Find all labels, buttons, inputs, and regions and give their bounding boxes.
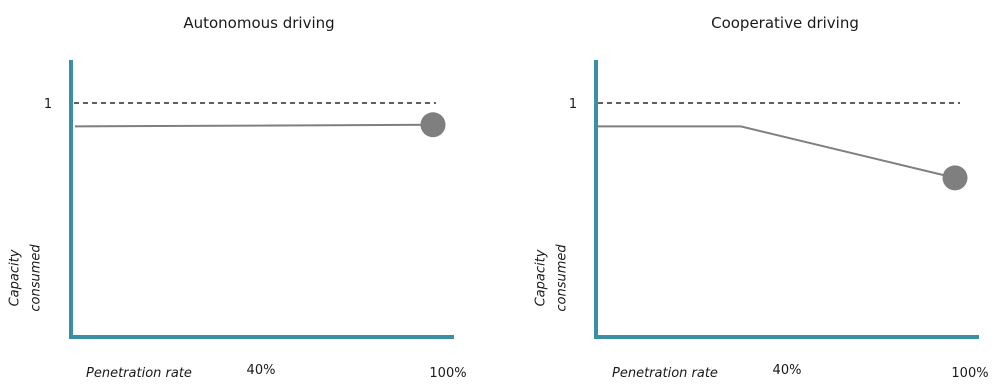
y-axis-label: Capacity [8, 249, 23, 306]
series-line [74, 123, 434, 128]
end-point-marker [420, 112, 446, 138]
y-axis-label: Capacity [534, 249, 549, 306]
x-tick-label: 40% [247, 363, 276, 378]
y-tick-label: 1 [569, 97, 577, 112]
x-tick-label: 40% [773, 363, 802, 378]
y-axis-label: consumed [555, 244, 570, 312]
x-tick-label: 100% [429, 366, 466, 381]
end-point-marker [942, 165, 968, 191]
series-line [598, 125, 956, 179]
chart-title: Autonomous driving [183, 14, 334, 32]
chart-panel-1: Autonomous driving 1 Penetration rate 40% 10… [8, 14, 467, 381]
x-axis-label: Penetration rate [86, 366, 192, 381]
x-tick-label: 100% [951, 366, 988, 381]
chart-panel-2: Cooperative driving 1 Penetration rate 40% 1… [534, 14, 989, 381]
y-axis-label: consumed [29, 244, 44, 312]
x-axis-label: Penetration rate [612, 366, 718, 381]
chart-title: Cooperative driving [711, 14, 859, 32]
y-tick-label: 1 [44, 97, 52, 112]
